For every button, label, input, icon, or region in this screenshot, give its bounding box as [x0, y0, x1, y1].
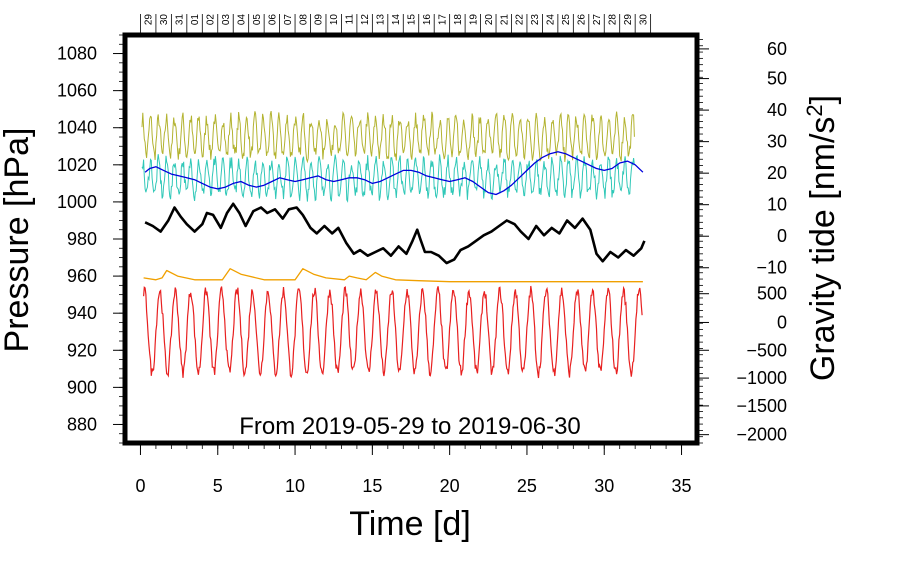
- day-tick-label: 28: [608, 14, 619, 26]
- x-tick-label: 15: [362, 476, 382, 496]
- day-tick-label: 11: [345, 14, 356, 25]
- y-tick-label-right: 500: [757, 284, 787, 304]
- series-line-cyan: [141, 154, 635, 203]
- y-axis-title-right-main: Gravity tide [nm/s: [804, 117, 842, 382]
- y-tick-label-right: −1000: [736, 368, 787, 388]
- y-tick-label-left: 1060: [57, 81, 97, 101]
- day-tick-label: 26: [577, 14, 588, 26]
- y-tick-label-right: −500: [746, 340, 787, 360]
- y-tick-label-left: 1040: [57, 118, 97, 138]
- y-tick-label-left: 940: [67, 303, 97, 323]
- plot-frame: [122, 32, 700, 446]
- x-tick-label: 10: [285, 476, 305, 496]
- y-tick-label-right: 0: [777, 312, 787, 332]
- x-tick-label: 5: [213, 476, 223, 496]
- day-tick-label: 19: [468, 14, 479, 26]
- x-tick-label: 35: [672, 476, 692, 496]
- day-tick-label: 30: [159, 14, 170, 26]
- y-tick-label-right: 10: [767, 195, 787, 215]
- day-tick-label: 16: [422, 14, 433, 26]
- series-line-blue: [144, 151, 644, 196]
- series-line-pressure: [144, 202, 646, 265]
- day-tick-label: 23: [530, 14, 541, 26]
- x-tick-label: 30: [594, 476, 614, 496]
- y-tick-label-left: 1020: [57, 155, 97, 175]
- y-axis-title-right: Gravity tide [nm/s2]: [802, 95, 842, 381]
- day-tick-label: 09: [314, 14, 325, 26]
- day-axis: 29 30 31 01 02 03 04 05 06 07 08 09 10 11 12 13 14 15 16 17…: [140, 14, 652, 33]
- day-tick-label: 18: [453, 14, 464, 26]
- series-line-orange: [143, 268, 643, 283]
- y-tick-label-right: −1500: [736, 396, 787, 416]
- y-tick-label-right: 50: [767, 69, 787, 89]
- y-tick-label-right: 20: [767, 163, 787, 183]
- y-tick-label-right: 60: [767, 39, 787, 59]
- day-tick-label: 31: [175, 14, 186, 26]
- x-axis-title: Time [d]: [349, 505, 471, 543]
- day-tick-label: 27: [592, 14, 603, 26]
- date-range-annotation: From 2019-05-29 to 2019-06-30: [239, 413, 581, 440]
- day-tick-label: 07: [283, 14, 294, 26]
- y-axis-title-right-sup: 2: [802, 104, 827, 116]
- y-tick-label-left: 900: [67, 377, 97, 397]
- y-tick-label-right: 40: [767, 100, 787, 120]
- day-tick-label: 22: [515, 14, 526, 26]
- x-tick-label: 0: [135, 476, 145, 496]
- y-tick-label-left: 960: [67, 266, 97, 286]
- x-tick-label: 25: [517, 476, 537, 496]
- y-tick-label-left: 980: [67, 229, 97, 249]
- tick-layer: 0 5 10 15 20 25 30 3588090092094096098010001020…: [57, 34, 787, 496]
- y-axis-title-left: Pressure [hPa]: [0, 128, 36, 353]
- day-tick-label: 05: [252, 14, 263, 26]
- day-tick-label: 29: [144, 14, 155, 26]
- x-tick-label: 20: [440, 476, 460, 496]
- y-axis-title-right-end: ]: [804, 95, 842, 104]
- day-tick-label: 06: [267, 14, 278, 26]
- day-tick-label: 13: [376, 14, 387, 26]
- day-tick-label: 01: [190, 14, 201, 26]
- day-tick-label: 15: [407, 14, 418, 26]
- series-layer: [141, 110, 646, 379]
- y-tick-label-left: 1000: [57, 192, 97, 212]
- day-tick-label: 10: [329, 14, 340, 26]
- y-tick-label-right: −10: [756, 258, 787, 278]
- y-tick-label-right: 0: [777, 226, 787, 246]
- day-tick-label: 03: [221, 14, 232, 26]
- day-tick-label: 20: [484, 14, 495, 26]
- y-tick-label-right: −2000: [736, 425, 787, 445]
- y-tick-label-left: 1080: [57, 44, 97, 64]
- day-tick-label: 04: [236, 14, 247, 26]
- day-tick-label: 25: [561, 14, 572, 26]
- day-tick-label: 02: [206, 14, 217, 26]
- day-tick-label: 08: [298, 14, 309, 26]
- day-tick-label: 14: [391, 14, 402, 26]
- day-tick-label: 29: [623, 14, 634, 26]
- day-tick-label: 12: [360, 14, 371, 26]
- y-tick-label-left: 920: [67, 340, 97, 360]
- y-tick-label-left: 880: [67, 414, 97, 434]
- plot-border: [122, 32, 700, 446]
- day-tick-label: 24: [546, 14, 557, 26]
- day-tick-label: 30: [638, 14, 649, 26]
- series-line-olive: [141, 110, 635, 164]
- y-tick-label-right: 30: [767, 132, 787, 152]
- day-tick-label: 21: [499, 14, 510, 26]
- series-line-red: [143, 285, 643, 379]
- day-tick-label: 17: [437, 14, 448, 26]
